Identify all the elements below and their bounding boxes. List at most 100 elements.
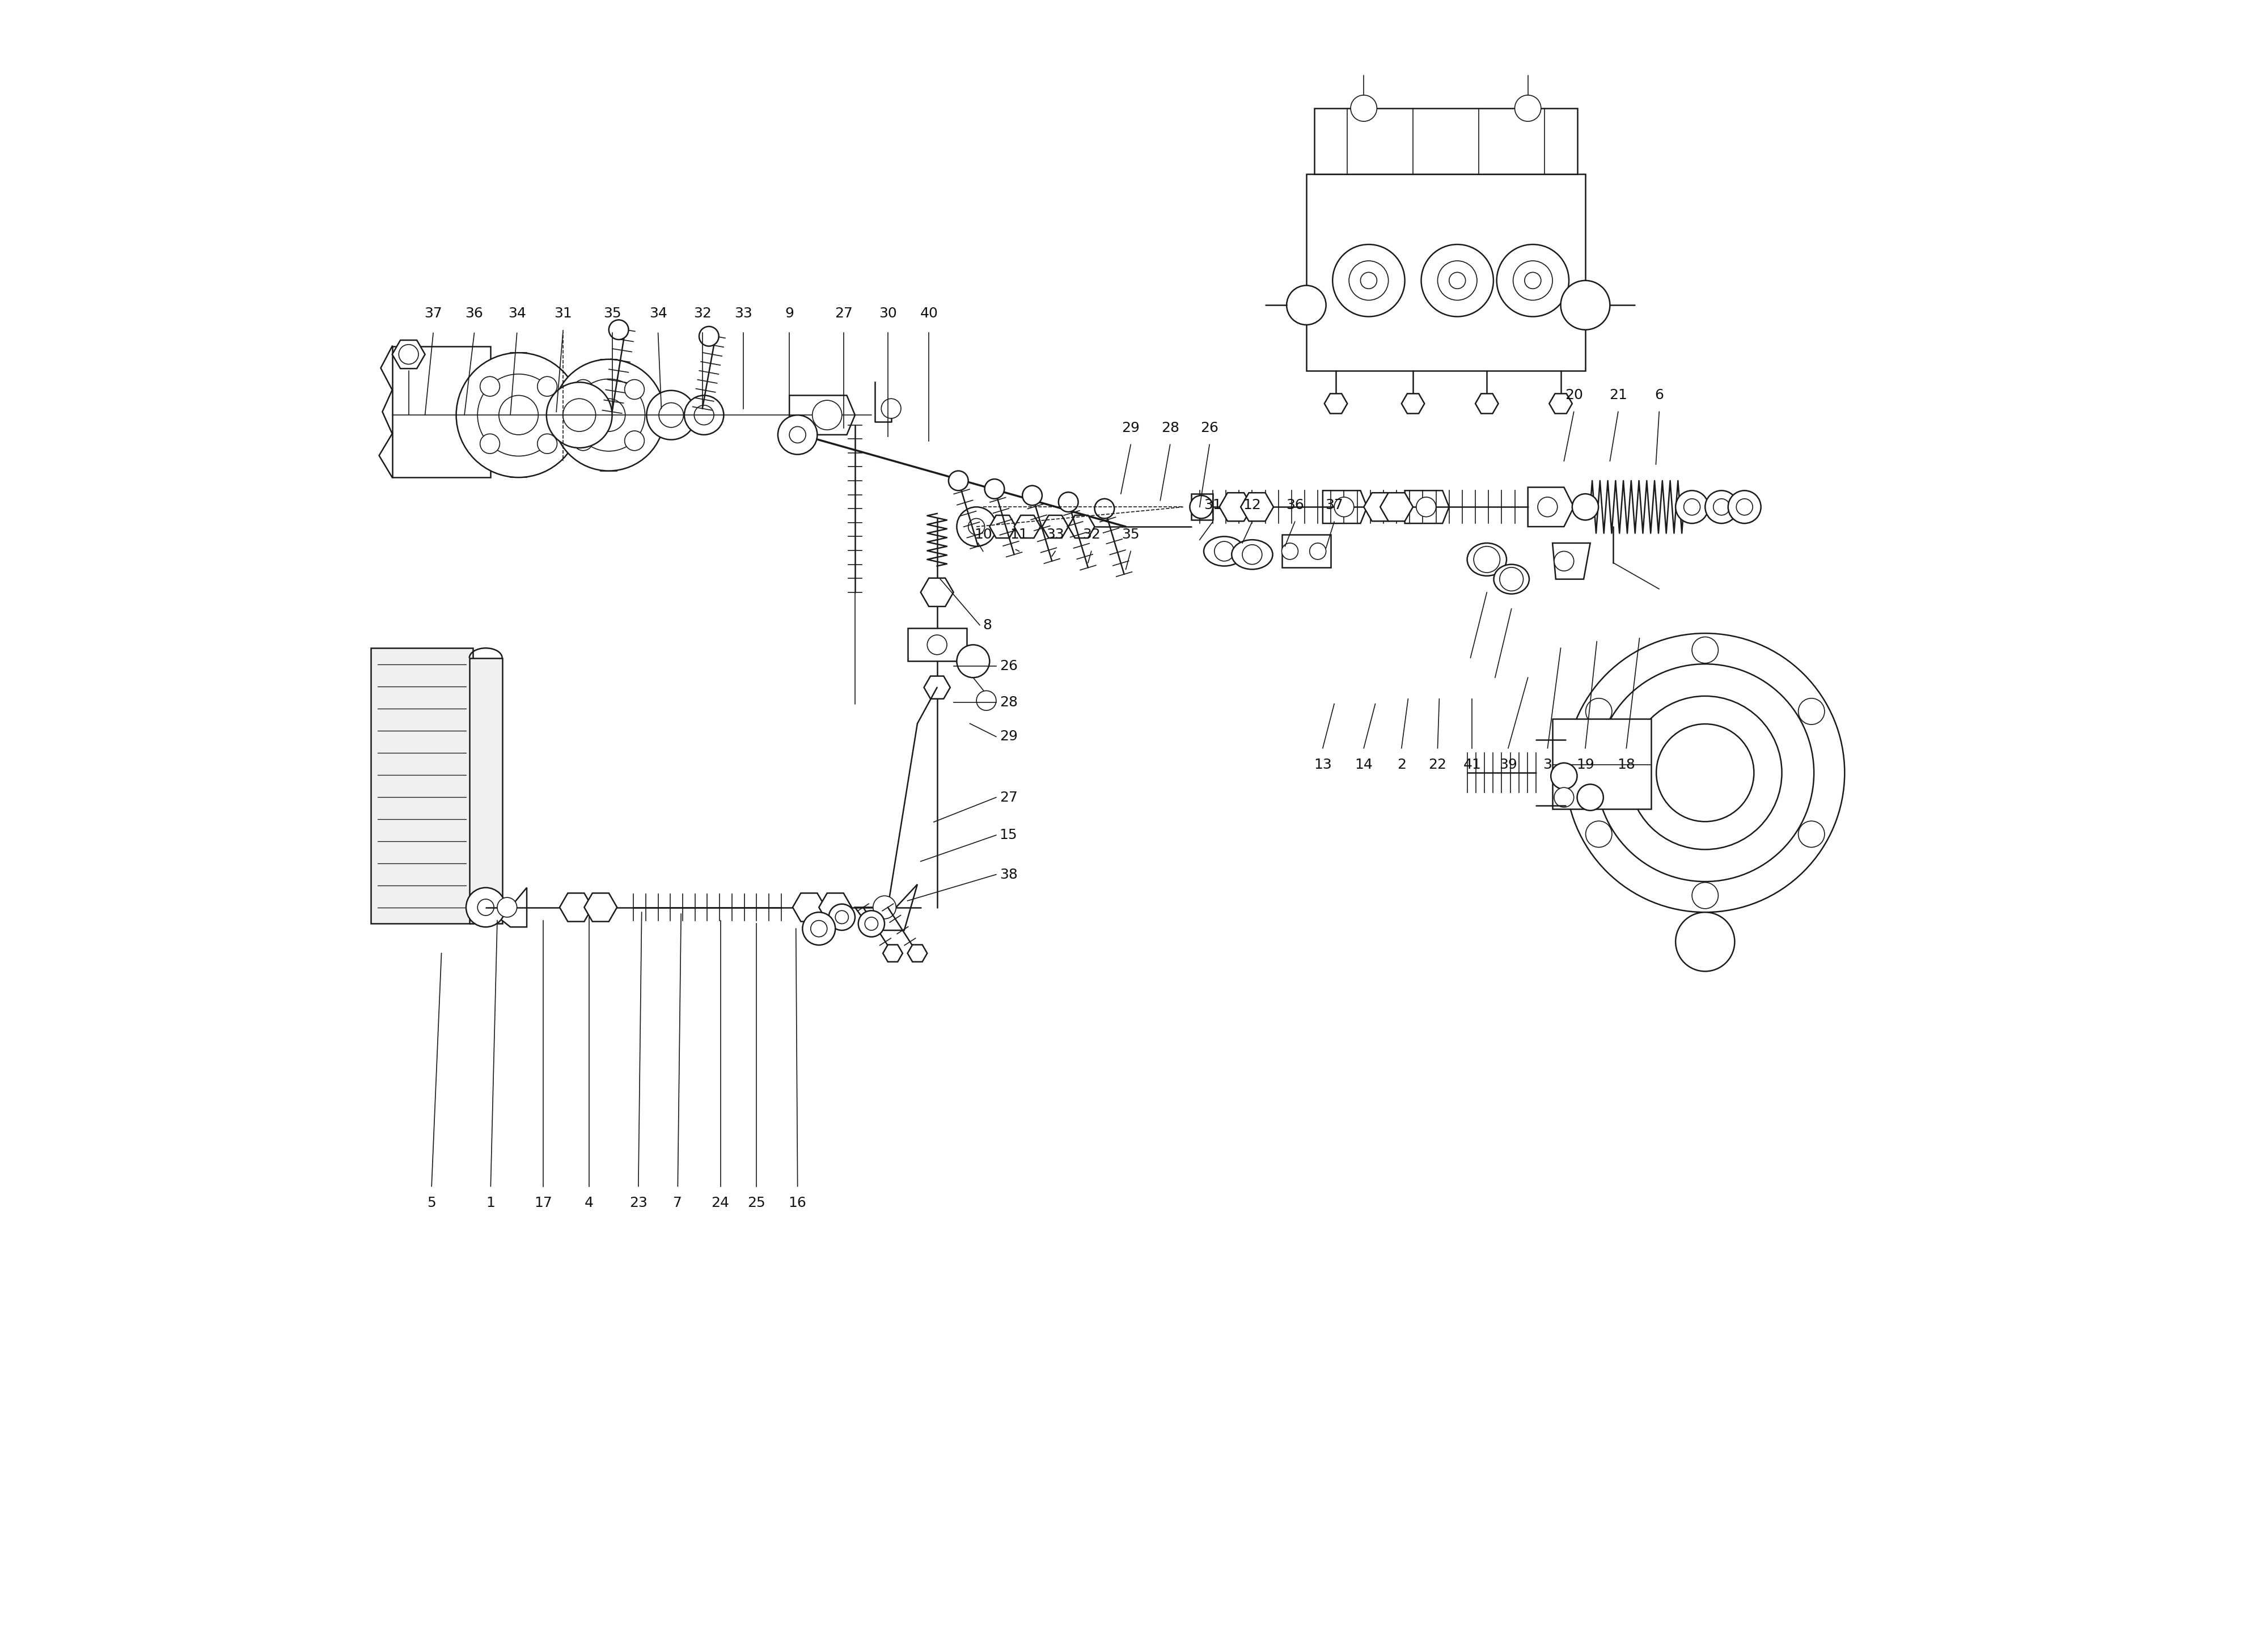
Circle shape — [1585, 820, 1613, 847]
Polygon shape — [392, 347, 490, 477]
Text: 21: 21 — [1608, 388, 1626, 403]
Circle shape — [1597, 664, 1814, 881]
Circle shape — [547, 383, 612, 447]
Circle shape — [608, 321, 628, 340]
Polygon shape — [1402, 393, 1424, 414]
Polygon shape — [1549, 393, 1572, 414]
Text: 34: 34 — [649, 306, 667, 321]
Text: 37: 37 — [1325, 498, 1343, 513]
Circle shape — [399, 345, 420, 365]
Circle shape — [1576, 784, 1603, 810]
Polygon shape — [372, 648, 472, 924]
Circle shape — [1474, 546, 1499, 572]
Circle shape — [1281, 543, 1297, 559]
Text: 7: 7 — [674, 1195, 683, 1210]
Polygon shape — [1014, 515, 1041, 538]
Text: 1: 1 — [485, 1195, 494, 1210]
Circle shape — [1361, 273, 1377, 289]
Circle shape — [1554, 787, 1574, 807]
Text: 13: 13 — [1313, 758, 1331, 771]
Circle shape — [1692, 636, 1719, 663]
Circle shape — [592, 398, 626, 431]
Circle shape — [699, 327, 719, 347]
Polygon shape — [1363, 493, 1397, 521]
Circle shape — [928, 635, 948, 654]
Text: 35: 35 — [1123, 528, 1141, 541]
Circle shape — [789, 426, 805, 442]
Text: 20: 20 — [1565, 388, 1583, 403]
Circle shape — [694, 404, 714, 424]
Circle shape — [873, 896, 896, 919]
Text: 37: 37 — [424, 306, 442, 321]
Text: 10: 10 — [973, 528, 991, 541]
Text: 27: 27 — [1000, 791, 1018, 804]
Circle shape — [624, 380, 644, 399]
Circle shape — [465, 888, 506, 927]
Polygon shape — [560, 893, 592, 922]
Circle shape — [1422, 245, 1492, 317]
Polygon shape — [510, 353, 526, 477]
Circle shape — [481, 434, 499, 454]
Circle shape — [1799, 820, 1823, 847]
Circle shape — [1572, 493, 1599, 520]
Text: 29: 29 — [1000, 730, 1018, 743]
Text: 6: 6 — [1656, 388, 1665, 403]
Polygon shape — [1554, 543, 1590, 579]
Polygon shape — [1315, 109, 1576, 174]
Polygon shape — [1476, 393, 1499, 414]
Polygon shape — [1041, 515, 1068, 538]
Polygon shape — [882, 945, 903, 962]
Polygon shape — [585, 893, 617, 922]
Circle shape — [984, 478, 1005, 498]
Circle shape — [497, 898, 517, 917]
Circle shape — [646, 391, 696, 439]
Circle shape — [1415, 496, 1436, 516]
Circle shape — [1712, 498, 1730, 515]
Circle shape — [1334, 245, 1404, 317]
Circle shape — [574, 380, 592, 399]
Circle shape — [1438, 261, 1476, 301]
Polygon shape — [392, 340, 424, 368]
Circle shape — [1692, 883, 1719, 909]
Circle shape — [1538, 496, 1558, 516]
Circle shape — [1551, 763, 1576, 789]
Circle shape — [1676, 493, 1701, 520]
Polygon shape — [1381, 493, 1413, 521]
Circle shape — [957, 506, 996, 546]
Text: 32: 32 — [694, 306, 712, 321]
Circle shape — [499, 395, 538, 434]
Ellipse shape — [1467, 543, 1506, 575]
Circle shape — [562, 398, 596, 431]
Text: 23: 23 — [628, 1195, 646, 1210]
Polygon shape — [485, 888, 526, 927]
Circle shape — [803, 912, 835, 945]
Bar — [1554, 718, 1651, 809]
Text: 28: 28 — [1000, 695, 1018, 709]
Ellipse shape — [1232, 539, 1272, 569]
Circle shape — [882, 398, 900, 418]
Text: 17: 17 — [535, 1195, 551, 1210]
Text: 26: 26 — [1200, 421, 1218, 436]
Text: 3: 3 — [1542, 758, 1551, 771]
Text: 16: 16 — [789, 1195, 807, 1210]
Text: 8: 8 — [982, 618, 991, 631]
Polygon shape — [1306, 174, 1585, 372]
Text: 12: 12 — [1243, 498, 1261, 513]
Circle shape — [456, 353, 581, 477]
Circle shape — [538, 376, 558, 396]
Circle shape — [810, 921, 828, 937]
Polygon shape — [789, 395, 855, 434]
Text: 28: 28 — [1161, 421, 1179, 436]
Polygon shape — [989, 515, 1016, 538]
Circle shape — [835, 911, 848, 924]
Text: 22: 22 — [1429, 758, 1447, 771]
Ellipse shape — [1204, 536, 1245, 566]
Bar — [907, 628, 966, 661]
Circle shape — [1023, 485, 1041, 505]
Circle shape — [479, 899, 494, 916]
Circle shape — [1737, 498, 1753, 515]
Text: 5: 5 — [426, 1195, 435, 1210]
Circle shape — [1683, 498, 1701, 515]
Text: 33: 33 — [735, 306, 753, 321]
Circle shape — [948, 470, 968, 490]
